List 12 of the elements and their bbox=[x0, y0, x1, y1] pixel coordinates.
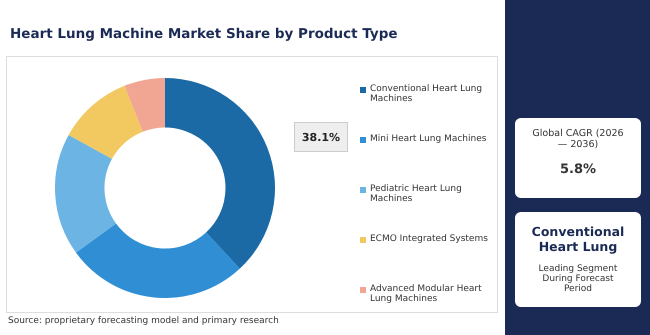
data-label: 38.1% bbox=[294, 122, 348, 152]
source-note: Source: proprietary forecasting model and primary research bbox=[8, 316, 279, 326]
chart-title: Heart Lung Machine Market Share by Product Type bbox=[10, 26, 398, 42]
text: Global CAGR (2026 — 2036) bbox=[531, 128, 625, 150]
legend-label: ECMO Integrated Systems bbox=[370, 234, 488, 244]
legend-label: Mini Heart Lung Machines bbox=[370, 134, 486, 144]
text: Leading Segment During Forecast Period bbox=[538, 264, 618, 294]
legend-label: Conventional Heart Lung Machines bbox=[370, 84, 484, 104]
legend-label: Pediatric Heart Lung Machines bbox=[370, 184, 463, 204]
text: Conventional Heart Lung bbox=[530, 224, 626, 254]
legend-label: Advanced Modular Heart Lung Machines bbox=[370, 284, 483, 304]
text: 5.8% bbox=[558, 162, 598, 177]
